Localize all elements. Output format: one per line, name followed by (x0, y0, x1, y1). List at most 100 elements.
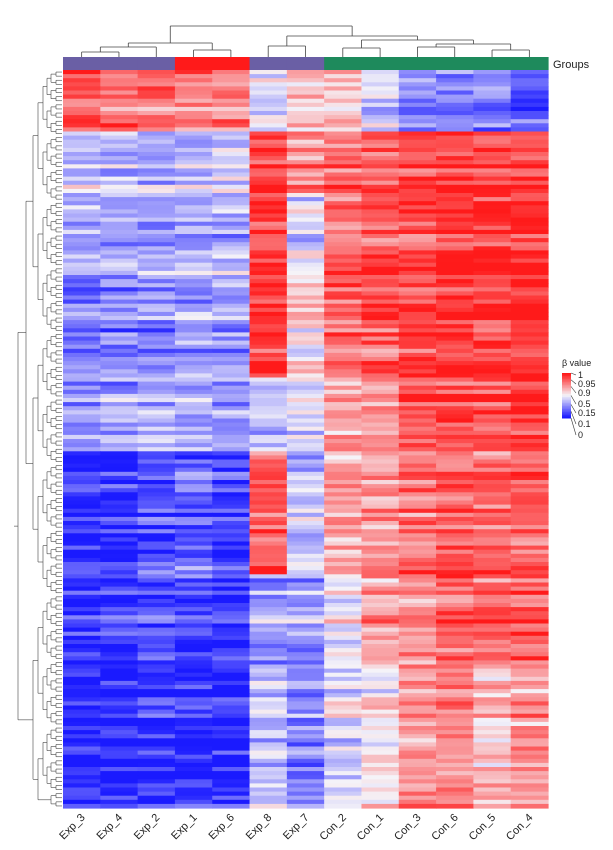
heatmap-cell (100, 193, 139, 198)
heatmap-cell (286, 377, 325, 383)
heatmap-cell (137, 385, 176, 391)
heatmap-cell (436, 168, 474, 174)
heatmap-cell (436, 311, 474, 317)
heatmap-cell (100, 721, 139, 727)
heatmap-cell (174, 771, 213, 776)
heatmap-cell (510, 689, 549, 694)
heatmap-cell (63, 799, 101, 805)
heatmap-cell (249, 70, 288, 75)
heatmap-cell (212, 734, 251, 739)
heatmap-cell (100, 676, 139, 682)
heatmap-cell (436, 184, 474, 190)
heatmap-cell (286, 721, 325, 727)
heatmap-cell (436, 656, 474, 661)
heatmap-cell (100, 205, 139, 210)
heatmap-cell (249, 648, 288, 653)
heatmap-cell (63, 738, 101, 743)
heatmap-cell (398, 471, 437, 477)
legend-tick-label: 0.9 (578, 388, 591, 398)
heatmap-cell (324, 500, 363, 506)
heatmap-cell (212, 758, 251, 764)
heatmap-cell (398, 726, 437, 731)
heatmap-cell (63, 750, 101, 756)
heatmap-cell (361, 557, 400, 563)
heatmap-cell (436, 758, 474, 764)
heatmap-cell (324, 328, 363, 333)
heatmap-cell (324, 152, 363, 157)
heatmap-cell (324, 553, 363, 559)
heatmap-cell (361, 324, 400, 329)
heatmap-cell (212, 705, 251, 711)
heatmap-cell (63, 484, 101, 489)
heatmap-cell (100, 496, 139, 502)
heatmap-cell (100, 574, 139, 579)
heatmap-cell (174, 488, 213, 493)
heatmap-cell (473, 275, 512, 280)
heatmap-cell (174, 238, 213, 243)
heatmap-cell (137, 516, 176, 522)
heatmap-cell (137, 86, 176, 92)
heatmap-cell (398, 607, 437, 612)
heatmap-cell (100, 693, 139, 698)
heatmap-cell (137, 496, 176, 502)
heatmap-cell (436, 246, 474, 251)
heatmap-cell (137, 668, 176, 674)
heatmap-cell (510, 504, 549, 510)
heatmap-cell (473, 762, 512, 768)
heatmap-cell (174, 762, 213, 768)
heatmap-cell (63, 660, 101, 666)
heatmap-cell (137, 270, 176, 276)
heatmap-cell (510, 648, 549, 653)
heatmap-cell (436, 287, 474, 292)
heatmap-cell (212, 471, 251, 477)
heatmap-cell (249, 791, 288, 797)
legend-swatch (562, 373, 571, 375)
heatmap-cell (137, 603, 176, 608)
heatmap-cell (361, 553, 400, 559)
heatmap-cell (63, 586, 101, 592)
heatmap-cell (510, 471, 549, 477)
heatmap-cell (249, 582, 288, 588)
heatmap-cell (63, 184, 101, 190)
heatmap-cell (212, 750, 251, 756)
heatmap-cell (286, 685, 325, 690)
heatmap-cell (212, 603, 251, 608)
heatmap-cell (510, 754, 549, 760)
heatmap-cell (137, 172, 176, 178)
heatmap-cell (324, 529, 363, 534)
heatmap-cell (398, 373, 437, 379)
heatmap-cell (137, 217, 176, 223)
heatmap-cell (324, 430, 363, 436)
heatmap-cell (100, 389, 139, 395)
heatmap-cell (63, 258, 101, 264)
heatmap-cell (286, 234, 325, 239)
heatmap-cell (174, 799, 213, 805)
heatmap-cell (100, 127, 139, 133)
heatmap-cell (398, 176, 437, 182)
heatmap-cell (473, 78, 512, 83)
heatmap-cell (510, 771, 549, 776)
heatmap-cell (510, 106, 549, 112)
heatmap-cell (63, 340, 101, 346)
heatmap-cell (100, 742, 139, 748)
heatmap-cell (436, 463, 474, 469)
heatmap-cell (63, 578, 101, 584)
heatmap-cell (286, 266, 325, 272)
heatmap-cell (249, 385, 288, 391)
heatmap-cell (100, 242, 139, 247)
heatmap-cell (324, 639, 363, 645)
heatmap-cell (436, 607, 474, 612)
heatmap-cell (286, 213, 325, 219)
heatmap-cell (212, 533, 251, 538)
heatmap-cell (473, 619, 512, 625)
heatmap-cell (473, 574, 512, 579)
heatmap-cell (473, 557, 512, 563)
heatmap-cell (63, 434, 101, 440)
heatmap-cell (137, 164, 176, 169)
heatmap-cell (361, 672, 400, 678)
heatmap-cell (324, 578, 363, 584)
heatmap-cell (510, 115, 549, 120)
heatmap-cell (286, 717, 325, 723)
heatmap-cell (212, 582, 251, 588)
heatmap-cell (212, 332, 251, 338)
